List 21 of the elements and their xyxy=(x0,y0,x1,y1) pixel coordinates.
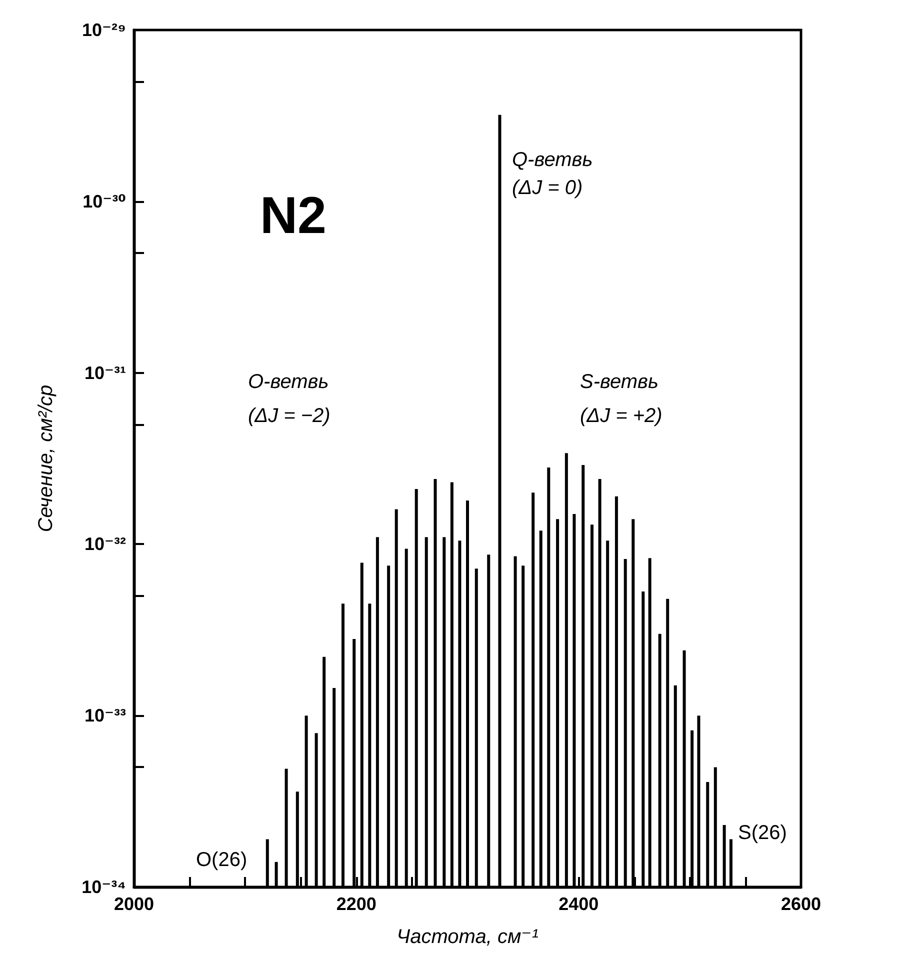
y-tick-label: 10⁻²⁹ xyxy=(82,20,126,40)
annotation: (ΔJ = 0) xyxy=(512,177,583,199)
y-tick-label: 10⁻³⁰ xyxy=(82,191,126,212)
annotation: (ΔJ = −2) xyxy=(248,405,330,427)
y-tick-label: 10⁻³³ xyxy=(84,706,126,726)
y-axis-title: Сечение, см²/ср xyxy=(35,384,57,532)
y-tick-label: 10⁻³⁴ xyxy=(82,877,126,897)
x-tick-label: 2200 xyxy=(336,894,376,914)
x-tick-label: 2400 xyxy=(558,894,599,914)
y-tick-label: 10⁻³¹ xyxy=(84,362,126,383)
annotation: S(26) xyxy=(738,822,787,844)
y-tick-label: 10⁻³² xyxy=(84,534,126,554)
annotation: Q-ветвь xyxy=(512,149,593,171)
x-axis-title: Частота, см⁻¹ xyxy=(396,926,539,948)
annotation: O-ветвь xyxy=(248,371,329,393)
annotation: O(26) xyxy=(196,849,248,871)
annotation: (ΔJ = +2) xyxy=(580,405,662,427)
x-tick-label: 2600 xyxy=(780,894,822,914)
x-tick-label: 2000 xyxy=(114,894,154,914)
annotation: S-ветвь xyxy=(580,371,659,393)
annotation: N2 xyxy=(260,187,326,245)
